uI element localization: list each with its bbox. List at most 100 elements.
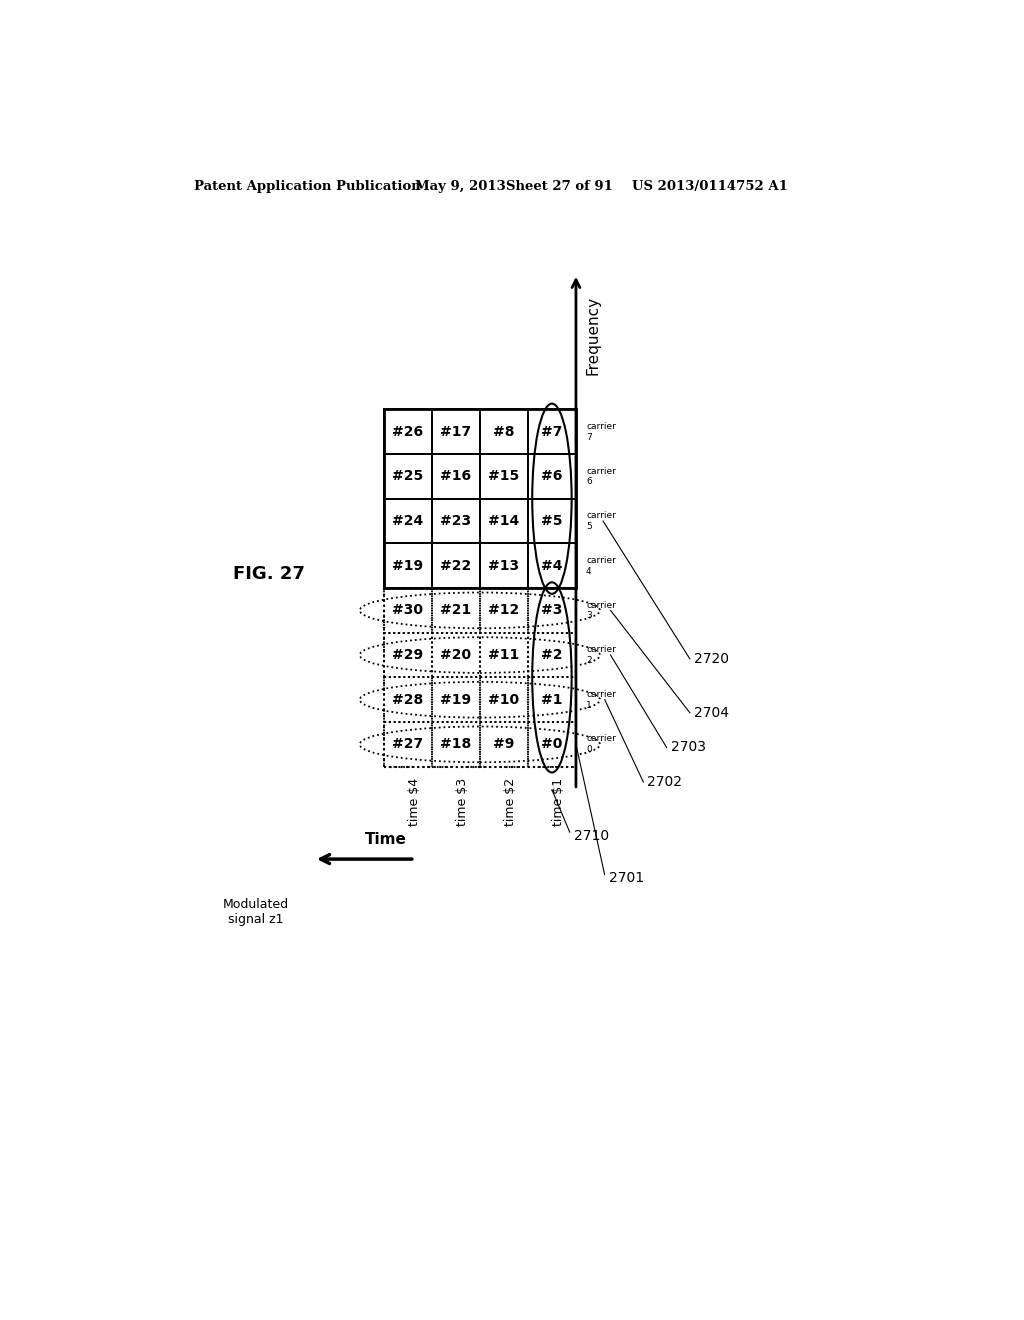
Text: carrier: carrier [586, 690, 615, 698]
Text: #10: #10 [488, 693, 519, 706]
Text: carrier: carrier [586, 645, 615, 655]
Text: #28: #28 [392, 693, 423, 706]
Bar [480, 589, 528, 632]
Bar [384, 544, 432, 589]
Text: 2702: 2702 [647, 775, 682, 789]
Text: 4: 4 [586, 566, 592, 576]
Text: 2710: 2710 [573, 829, 608, 843]
Text: #1: #1 [541, 693, 562, 706]
Bar [528, 589, 575, 632]
Text: #13: #13 [488, 558, 519, 573]
Text: #14: #14 [488, 513, 519, 528]
Text: 0: 0 [586, 746, 592, 754]
Text: #30: #30 [392, 603, 423, 618]
Bar [432, 409, 480, 454]
Bar [432, 722, 480, 767]
Text: FIG. 27: FIG. 27 [232, 565, 304, 583]
Text: 7: 7 [586, 433, 592, 442]
Bar [432, 499, 480, 544]
Bar [384, 454, 432, 499]
Text: #19: #19 [440, 693, 471, 706]
Bar [384, 409, 575, 589]
Bar [432, 632, 480, 677]
Text: #18: #18 [440, 738, 471, 751]
Text: May 9, 2013: May 9, 2013 [415, 181, 506, 194]
Text: time $2: time $2 [504, 779, 517, 826]
Bar [528, 722, 575, 767]
Text: #12: #12 [488, 603, 519, 618]
Text: #27: #27 [392, 738, 423, 751]
Bar [480, 544, 528, 589]
Text: #6: #6 [542, 470, 562, 483]
Bar [480, 722, 528, 767]
Text: carrier: carrier [586, 734, 615, 743]
Text: #5: #5 [541, 513, 562, 528]
Text: 2704: 2704 [693, 706, 729, 719]
Text: carrier: carrier [586, 556, 615, 565]
Bar [384, 409, 432, 454]
Text: #16: #16 [440, 470, 471, 483]
Text: 3: 3 [586, 611, 592, 620]
Bar [480, 454, 528, 499]
Text: #19: #19 [392, 558, 423, 573]
Text: 2701: 2701 [608, 871, 644, 886]
Bar [432, 589, 480, 632]
Text: 6: 6 [586, 478, 592, 486]
Text: #15: #15 [488, 470, 519, 483]
Text: #24: #24 [392, 513, 423, 528]
Text: carrier: carrier [586, 601, 615, 610]
Text: Patent Application Publication: Patent Application Publication [194, 181, 421, 194]
Text: #11: #11 [488, 648, 519, 663]
Text: Time: Time [366, 832, 407, 847]
Text: #4: #4 [541, 558, 562, 573]
Text: Frequency: Frequency [586, 296, 600, 375]
Text: #8: #8 [494, 425, 515, 438]
Text: 1: 1 [586, 701, 592, 710]
Text: Modulated
signal z1: Modulated signal z1 [223, 898, 289, 925]
Text: #3: #3 [542, 603, 562, 618]
Bar [432, 544, 480, 589]
Bar [480, 632, 528, 677]
Text: US 2013/0114752 A1: US 2013/0114752 A1 [632, 181, 787, 194]
Text: #20: #20 [440, 648, 471, 663]
Text: #25: #25 [392, 470, 423, 483]
Bar [480, 409, 528, 454]
Bar [384, 677, 432, 722]
Bar [384, 499, 432, 544]
Text: #23: #23 [440, 513, 471, 528]
Text: 5: 5 [586, 521, 592, 531]
Bar [480, 677, 528, 722]
Bar [528, 632, 575, 677]
Text: carrier: carrier [586, 511, 615, 520]
Bar [528, 454, 575, 499]
Text: time $4: time $4 [408, 779, 421, 826]
Text: #2: #2 [541, 648, 562, 663]
Text: time $3: time $3 [456, 779, 469, 826]
Text: time $1: time $1 [552, 779, 565, 826]
Bar [432, 677, 480, 722]
Bar [480, 499, 528, 544]
Text: #21: #21 [440, 603, 471, 618]
Text: 2703: 2703 [671, 741, 706, 755]
Text: #17: #17 [440, 425, 471, 438]
Text: #22: #22 [440, 558, 471, 573]
Text: carrier: carrier [586, 466, 615, 475]
Bar [528, 499, 575, 544]
Text: #0: #0 [542, 738, 562, 751]
Bar [384, 589, 575, 767]
Bar [384, 589, 432, 632]
Bar [384, 722, 432, 767]
Text: #29: #29 [392, 648, 423, 663]
Bar [528, 544, 575, 589]
Bar [528, 677, 575, 722]
Bar [528, 409, 575, 454]
Bar [384, 632, 432, 677]
Text: carrier: carrier [586, 422, 615, 430]
Text: 2: 2 [586, 656, 592, 665]
Text: Sheet 27 of 91: Sheet 27 of 91 [506, 181, 613, 194]
Text: #7: #7 [542, 425, 562, 438]
Text: #26: #26 [392, 425, 423, 438]
Bar [432, 454, 480, 499]
Text: 2720: 2720 [693, 652, 729, 665]
Text: #9: #9 [494, 738, 515, 751]
